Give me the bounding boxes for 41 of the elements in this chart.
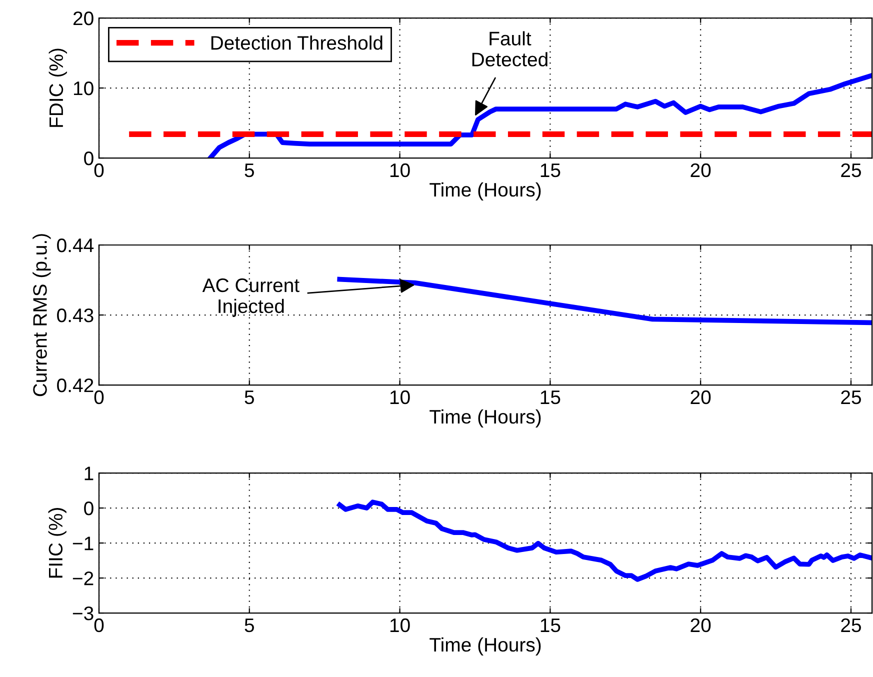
y-axis-title: FIIC (%) [48,508,66,578]
x-tick-label: 15 [540,618,560,632]
x-tick-label: 10 [390,390,410,404]
x-tick-label: 0 [94,390,104,404]
y-axis-title: FDIC (%) [48,48,67,127]
x-tick-label: 5 [244,164,254,178]
annotation: Fault Detected [472,31,548,66]
line-series [208,72,872,158]
y-axis-title: Current RMS (p.u.) [32,234,51,396]
y-tick-label: −1 [72,536,94,550]
x-tick-label: 20 [690,390,711,404]
y-tick-label: 10 [74,81,94,96]
x-axis-title: Time (Hours) [430,182,541,201]
x-tick-label: 25 [841,390,861,404]
x-tick-label: 0 [94,163,104,178]
x-tick-label: 20 [690,163,711,178]
y-tick-label: 0.43 [57,308,94,322]
x-axis-title: Time (Hours) [430,409,541,428]
y-tick-label: 0.42 [57,378,94,392]
y-tick-label: −2 [72,571,94,586]
x-tick-label: 25 [841,618,861,632]
x-axis-title: Time (Hours) [430,637,541,656]
x-tick-label: 0 [94,618,104,632]
y-tick-label: 0.44 [57,238,94,252]
x-tick-label: 5 [244,618,254,632]
x-tick-label: 20 [690,618,711,632]
annotation: AC Current Injected [202,278,300,317]
y-tick-label: 20 [73,11,94,26]
y-tick-label: 0 [84,151,94,166]
line-series [337,500,872,582]
x-tick-label: 15 [540,164,560,178]
x-tick-label: 5 [244,390,254,404]
y-tick-label: 0 [84,501,94,516]
legend-label: Detection Threshold [211,36,382,50]
line-series [337,276,872,326]
x-tick-label: 25 [841,163,861,178]
y-tick-label: −3 [72,606,94,620]
x-tick-label: 10 [390,163,410,178]
x-tick-label: 10 [390,618,410,632]
x-tick-label: 15 [540,390,560,404]
y-tick-label: 1 [84,466,94,480]
